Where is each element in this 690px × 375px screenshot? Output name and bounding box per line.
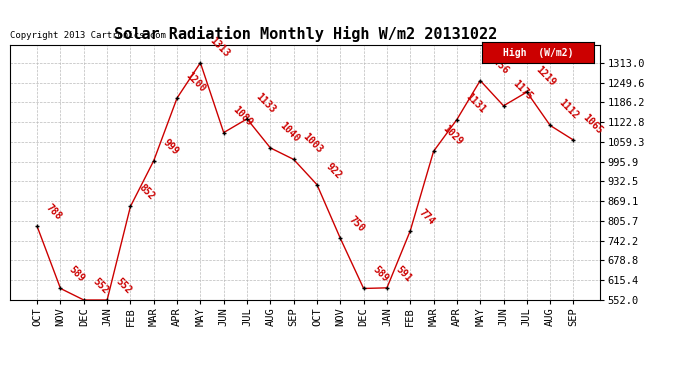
Point [311, 182, 322, 188]
Point [522, 89, 533, 95]
Text: 1040: 1040 [277, 120, 301, 144]
Point [568, 137, 579, 143]
Point [78, 297, 89, 303]
Point [172, 95, 183, 101]
Text: 1133: 1133 [254, 91, 277, 115]
Text: 750: 750 [347, 214, 367, 234]
Point [148, 158, 159, 164]
Text: 1200: 1200 [184, 70, 208, 94]
Text: 1313: 1313 [207, 35, 231, 58]
Text: 1112: 1112 [557, 98, 581, 121]
Text: 589: 589 [371, 265, 390, 284]
Point [101, 297, 112, 303]
Text: 1003: 1003 [301, 132, 324, 155]
Point [405, 228, 416, 234]
Text: 1089: 1089 [230, 105, 255, 128]
Point [125, 204, 136, 210]
Point [241, 116, 253, 122]
Text: Copyright 2013 Cartronics.com: Copyright 2013 Cartronics.com [10, 31, 166, 40]
Point [475, 78, 486, 84]
Point [265, 145, 276, 151]
Point [195, 60, 206, 66]
Text: 852: 852 [137, 183, 157, 203]
Text: 788: 788 [44, 203, 63, 222]
Text: 552: 552 [114, 276, 134, 296]
Text: 591: 591 [394, 264, 413, 284]
Text: 552: 552 [91, 276, 110, 296]
Point [451, 117, 462, 123]
Point [428, 148, 439, 154]
Text: 999: 999 [161, 137, 180, 156]
Point [382, 285, 393, 291]
Point [335, 235, 346, 241]
Point [55, 285, 66, 291]
Text: 1065: 1065 [580, 112, 604, 136]
Text: 922: 922 [324, 161, 344, 180]
Text: 589: 589 [68, 265, 87, 284]
Text: 774: 774 [417, 207, 437, 226]
Point [544, 122, 555, 128]
Text: 1219: 1219 [534, 64, 558, 88]
Point [218, 130, 229, 136]
Point [32, 224, 43, 230]
Point [498, 103, 509, 109]
Point [358, 285, 369, 291]
Text: 1175: 1175 [511, 78, 534, 102]
Point [288, 156, 299, 162]
Text: 1029: 1029 [440, 123, 464, 147]
Title: Solar Radiation Monthly High W/m2 20131022: Solar Radiation Monthly High W/m2 201310… [114, 27, 497, 42]
Text: 1256: 1256 [487, 53, 511, 76]
Text: 1131: 1131 [464, 92, 488, 116]
